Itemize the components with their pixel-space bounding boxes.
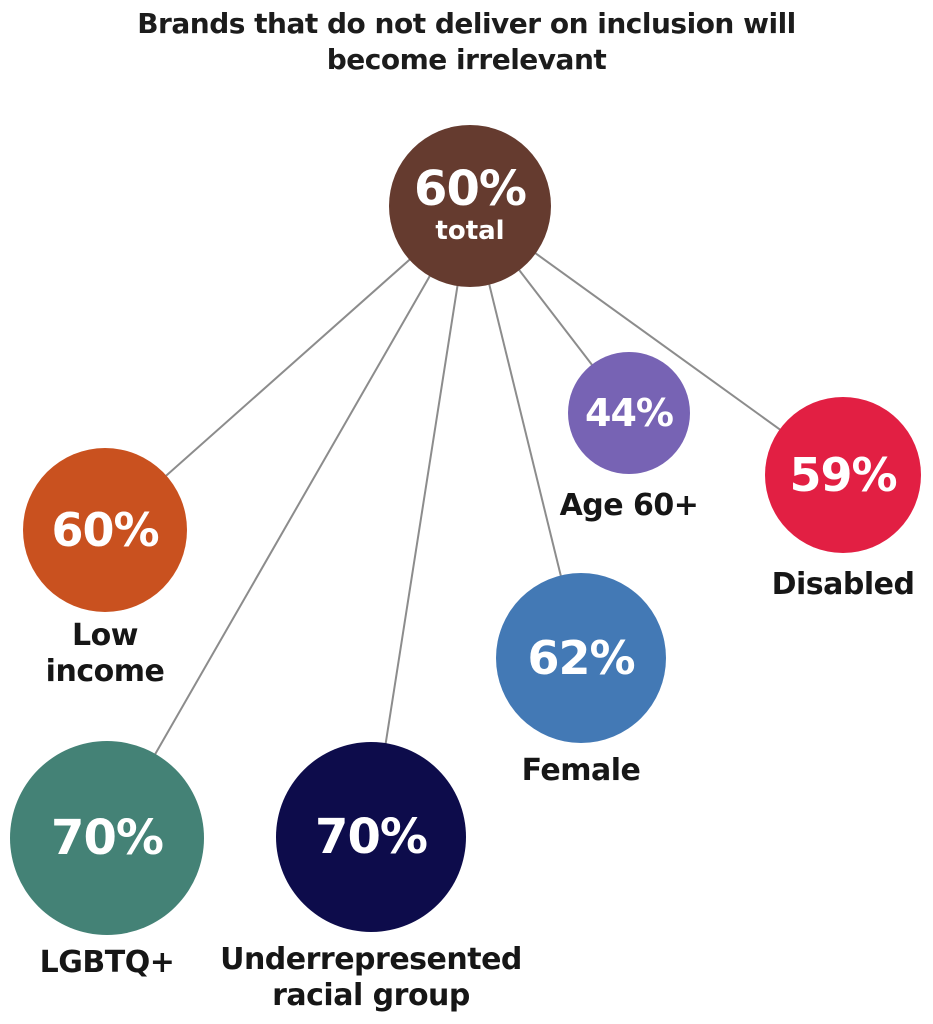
bubble-disabled: 59% [765, 397, 921, 553]
chart-title-line2: become irrelevant [326, 42, 607, 76]
bubble-total: 60% total [389, 125, 551, 287]
bubble-value-female: 62% [527, 631, 635, 685]
connector-line-racial-group [370, 205, 471, 838]
bubble-female: 62% [496, 573, 666, 743]
bubble-label-age-60-plus: Age 60+ [559, 488, 699, 523]
bubble-label-low-income: Low income [45, 618, 165, 689]
bubble-value-low-income: 60% [51, 503, 159, 557]
bubble-label-female: Female [521, 753, 641, 788]
bubble-sublabel-total: total [435, 216, 505, 247]
bubble-label-disabled: Disabled [771, 567, 915, 602]
bubble-age-60-plus: 44% [568, 352, 690, 474]
bubble-racial-group: 70% [276, 742, 466, 932]
bubble-value-age-60-plus: 44% [585, 391, 674, 435]
bubble-label-racial-group: Underrepresented racial group [220, 942, 522, 1013]
bubble-label-lgbtq: LGBTQ+ [39, 945, 175, 980]
bubble-low-income: 60% [23, 448, 187, 612]
bubble-value-lgbtq: 70% [51, 810, 164, 866]
chart-title: Brands that do not deliver on inclusion … [0, 6, 933, 78]
bubble-value-racial-group: 70% [315, 809, 428, 865]
connector-line-lgbtq [106, 205, 471, 839]
bubble-value-total: 60% [414, 161, 527, 218]
bubble-value-disabled: 59% [789, 448, 897, 502]
bubble-lgbtq: 70% [10, 741, 204, 935]
chart-title-line1: Brands that do not deliver on inclusion … [137, 7, 796, 40]
